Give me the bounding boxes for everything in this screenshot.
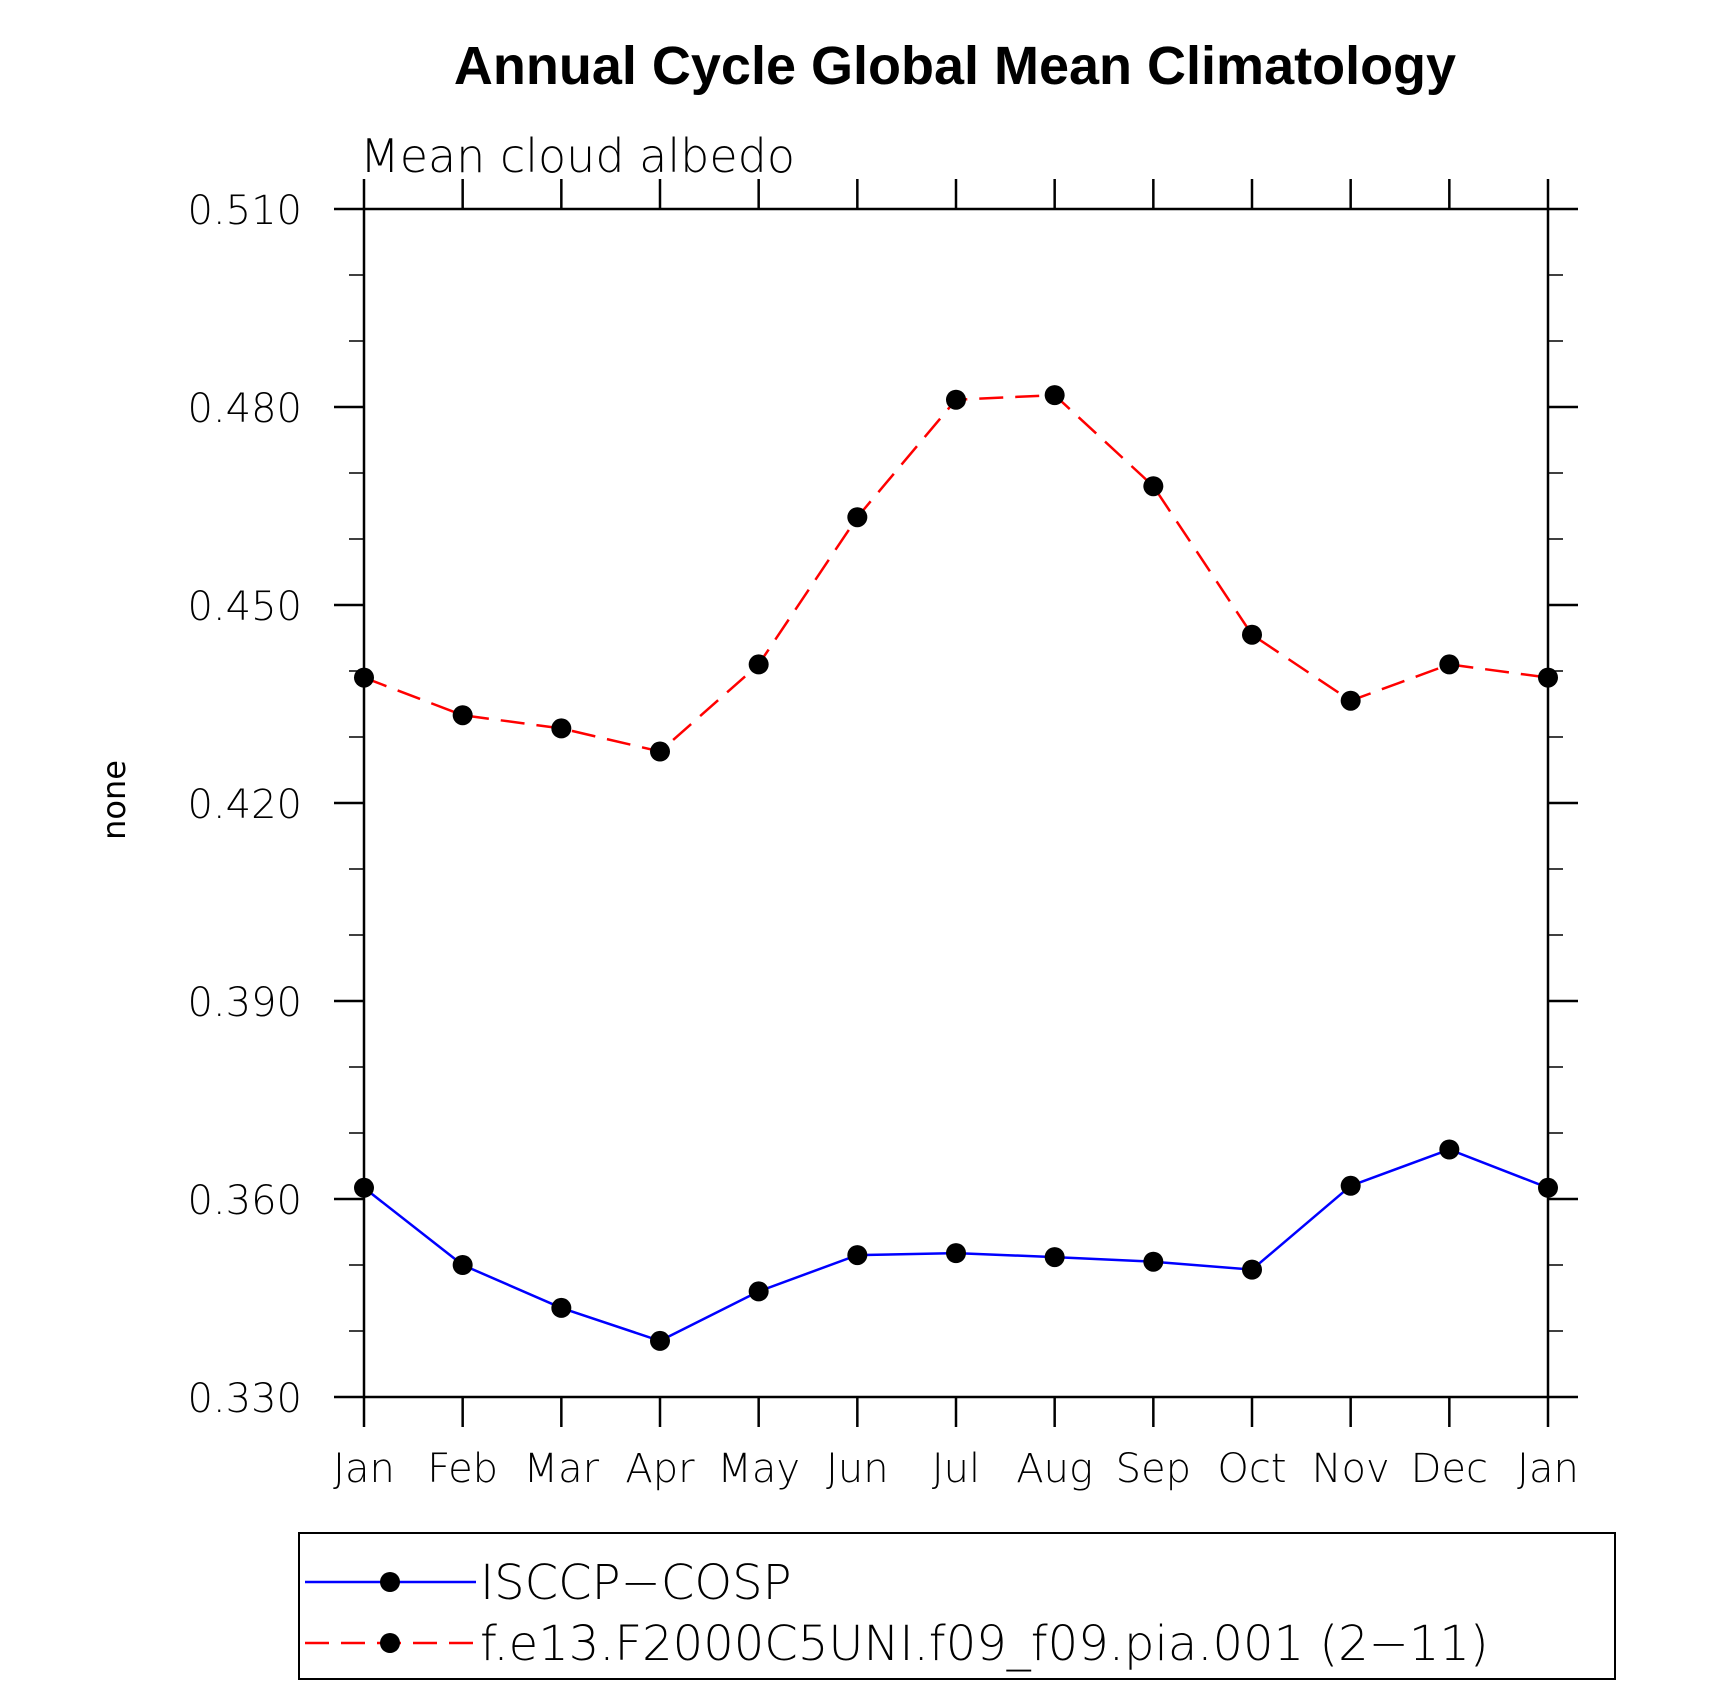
data-point [354, 667, 374, 688]
data-point [1538, 1177, 1558, 1198]
data-point [1242, 624, 1262, 645]
data-point [1044, 1247, 1065, 1268]
y-axis-label: none [95, 760, 133, 840]
legend-label: f.e13.F2000C5UNI.f09_f09.pia.001 (2−11) [480, 1616, 1489, 1672]
x-tick-label: Jul [932, 1446, 980, 1492]
data-point [650, 1330, 670, 1351]
legend-label: ISCCP−COSP [480, 1555, 792, 1611]
data-point [551, 1297, 572, 1318]
y-tick-label: 0.390 [187, 980, 302, 1026]
data-point [748, 1281, 769, 1302]
x-tick-label: Aug [1016, 1446, 1093, 1492]
data-point [452, 705, 473, 726]
x-tick-label: Apr [625, 1446, 695, 1492]
x-tick-label: Dec [1411, 1446, 1488, 1492]
x-tick-label: Jan [333, 1446, 395, 1492]
data-point [1439, 654, 1460, 675]
data-point [1439, 1139, 1460, 1160]
data-point [1143, 1251, 1164, 1272]
x-tick-label: Sep [1116, 1446, 1191, 1492]
x-tick-label: Oct [1217, 1446, 1286, 1492]
x-tick-label: Mar [524, 1446, 600, 1492]
data-point [354, 1177, 374, 1198]
series-line [363, 393, 1549, 753]
data-point [650, 741, 670, 762]
legend-marker [380, 1633, 400, 1653]
y-tick-label: 0.450 [187, 584, 302, 630]
chart-title: Annual Cycle Global Mean Climatology [454, 36, 1456, 96]
x-tick-label: Feb [427, 1446, 498, 1492]
y-tick-label: 0.360 [187, 1178, 302, 1224]
chart-subtitle: Mean cloud albedo [360, 129, 795, 183]
series-1 [354, 1139, 1558, 1351]
data-point [748, 654, 769, 675]
y-tick-label: 0.480 [187, 386, 302, 432]
x-tick-label: Jan [1517, 1446, 1579, 1492]
data-point [946, 389, 966, 410]
data-point [847, 507, 868, 528]
data-point [1340, 690, 1361, 711]
data-point [452, 1255, 473, 1275]
plot-frame [362, 207, 1550, 1399]
series-group [354, 385, 1558, 1351]
data-point [551, 718, 572, 739]
y-tick-label: 0.510 [187, 188, 302, 234]
data-point [1044, 385, 1065, 406]
y-tick-label: 0.420 [187, 782, 302, 828]
data-point [1538, 667, 1558, 688]
series-2 [354, 385, 1558, 762]
data-point [1242, 1259, 1262, 1280]
data-point [1143, 476, 1164, 497]
data-point [946, 1243, 966, 1264]
legend: ISCCP−COSPf.e13.F2000C5UNI.f09_f09.pia.0… [298, 1532, 1616, 1680]
legend-marker [380, 1572, 400, 1592]
y-tick-label: 0.330 [187, 1376, 302, 1422]
x-tick-label: May [717, 1446, 800, 1492]
legend-box [298, 1532, 1616, 1680]
x-tick-label: Nov [1312, 1446, 1390, 1492]
data-point [847, 1245, 868, 1266]
x-tick-label: Jun [826, 1446, 889, 1492]
axes: 0.330 0.360 0.390 0.420 0.450 0.480 0.510 Jan Fe… [187, 179, 1579, 1492]
data-point [1340, 1175, 1361, 1196]
